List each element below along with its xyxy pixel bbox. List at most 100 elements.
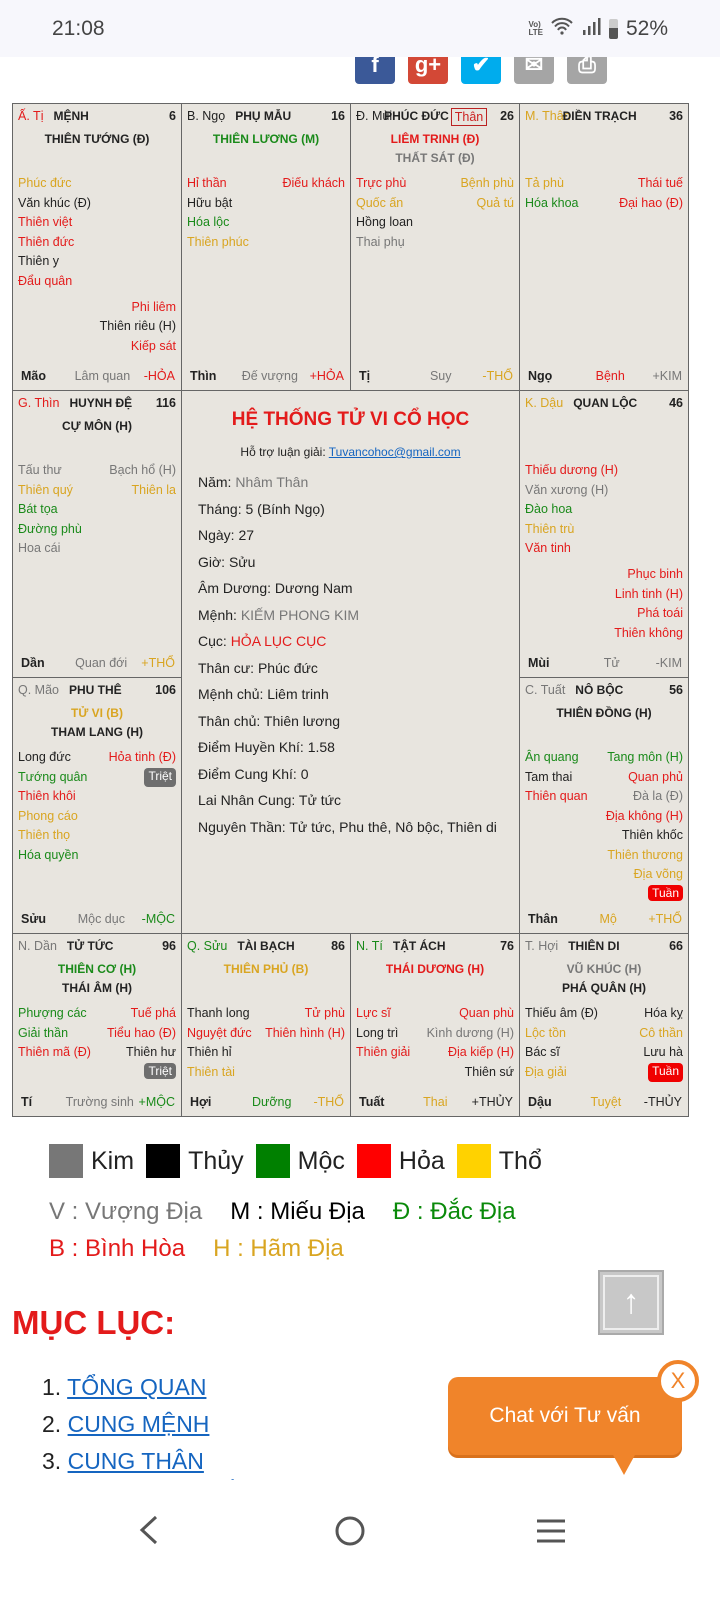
palace-huynh-đệ[interactable]: G. Thìn HUYNH ĐỆ 116 CỰ MÔN (H) Tấu thư Bạch … bbox=[13, 391, 181, 677]
star: Lộc tồn bbox=[525, 1025, 567, 1040]
star: Tả phù bbox=[525, 176, 564, 190]
major-stars: VŨ KHÚC (H) PHÁ QUÂN (H) bbox=[520, 960, 688, 998]
info-line: Năm: Nhâm Thân bbox=[198, 469, 497, 496]
palace-tử-tức[interactable]: N. Dần TỬ TỨC 96 THIÊN CƠ (H) THÁI ÂM (H) Phư… bbox=[13, 934, 181, 1116]
element: +KIM bbox=[652, 369, 682, 383]
star: Trực phù bbox=[356, 176, 407, 190]
back-icon[interactable] bbox=[136, 1514, 162, 1546]
palace-phu-thê[interactable]: Q. Mão PHU THÊ 106 TỬ VI (B) THAM LANG (H) Lo… bbox=[13, 678, 181, 933]
element: -THỦY bbox=[643, 1095, 682, 1109]
info-label: Thân cư: Phúc đức bbox=[198, 659, 318, 676]
support-line: Hỗ trợ luận giải: Tuvancohoc@gmail.com bbox=[182, 445, 519, 459]
star-row: Thiên quan Đà la (Đ) bbox=[525, 787, 683, 807]
info-line: Âm Dương: Dương Nam bbox=[198, 575, 497, 602]
palace-tài-bạch[interactable]: Q. Sửu TÀI BẠCH 86 THIÊN PHỦ (B) Thanh long T… bbox=[182, 934, 350, 1116]
star: Lưu hà bbox=[643, 1045, 683, 1059]
star: Kình dương (H) bbox=[426, 1025, 514, 1040]
support-email-link[interactable]: Tuvancohoc@gmail.com bbox=[328, 445, 461, 459]
home-icon[interactable] bbox=[334, 1515, 366, 1547]
star-row: Địa võng bbox=[525, 865, 683, 885]
star: Thái tuế bbox=[637, 176, 683, 190]
life-stage: Trường sinh bbox=[65, 1095, 134, 1109]
toc-link[interactable]: CUNG MỆNH bbox=[67, 1411, 210, 1437]
major-star: THIÊN LƯƠNG (M) bbox=[212, 132, 320, 146]
palace-nô-bộc[interactable]: C. Tuất NÔ BỘC 56 THIÊN ĐỒNG (H) Ân quang Tan… bbox=[520, 678, 688, 933]
support-label: Hỗ trợ luận giải: bbox=[240, 445, 329, 459]
palace-header: Ấ. Tị MỆNH 6 bbox=[18, 108, 176, 124]
star: Thiên riêu (H) bbox=[99, 319, 176, 333]
star-row: Thiên đức bbox=[18, 233, 176, 253]
star-row: Lộc tồn Cô thần bbox=[525, 1024, 683, 1044]
lower-stars: Phục binh Linh tinh (H) Phá toái Thiên khôn… bbox=[614, 565, 683, 643]
palace-phúc-đức[interactable]: Đ. Mùi PHÚC ĐỨC Thân 26 LIÊM TRINH (Đ) THẤT S… bbox=[351, 104, 519, 390]
star: Địa giải bbox=[525, 1064, 567, 1079]
star-row: Đường phù bbox=[18, 520, 176, 540]
toc-link[interactable]: CUNG THÂN bbox=[67, 1448, 204, 1474]
star: Địa không (H) bbox=[605, 808, 683, 823]
palace-mệnh[interactable]: Ấ. Tị MỆNH 6 THIÊN TƯỚNG (Đ) Phúc đức Văn khú… bbox=[13, 104, 181, 390]
minor-stars: Hỉ thần Điếu khách Hữu bật Hóa lộc Thiên phú… bbox=[187, 174, 345, 252]
palace-phụ-mẫu[interactable]: B. Ngọ PHỤ MẪU 16 THIÊN LƯƠNG (M) Hỉ thần Điế… bbox=[182, 104, 350, 390]
palace-name: QUAN LỘC bbox=[573, 396, 638, 410]
info-line: Giờ: Sửu bbox=[198, 549, 497, 576]
info-label: Tháng: 5 (Bính Ngọ) bbox=[198, 500, 325, 517]
palace-can-chi: C. Tuất bbox=[525, 683, 566, 697]
chat-button[interactable]: Chat với Tư vấn bbox=[448, 1377, 682, 1455]
palace-header: Đ. Mùi PHÚC ĐỨC Thân 26 bbox=[356, 108, 514, 126]
legend-label: Hỏa bbox=[398, 1146, 445, 1175]
palace-number: 116 bbox=[155, 396, 176, 410]
palace-name: NÔ BỘC bbox=[575, 683, 624, 697]
minor-stars: Thiếu âm (Đ) Hóa kỵ Lộc tồn Cô thần Bác sĩ Lư… bbox=[525, 1004, 683, 1082]
star-row: Thiên thọ bbox=[18, 826, 176, 846]
star-row: Đẩu quân bbox=[18, 272, 176, 292]
info-value: Nhâm Thân bbox=[235, 474, 309, 490]
toc-item: 2. CUNG MỆNH bbox=[42, 1411, 210, 1437]
palace-name: HUYNH ĐỆ bbox=[69, 396, 133, 410]
star: Thiên khôi bbox=[18, 789, 76, 803]
star-row: Địa không (H) bbox=[525, 807, 683, 827]
minor-stars: Thanh long Tử phù Nguyệt đức Thiên hình (H)… bbox=[187, 1004, 345, 1082]
legend-swatch bbox=[456, 1144, 491, 1178]
info-label: Nguyên Thần: Tử tức, Phu thê, Nô bộc, Th… bbox=[198, 818, 497, 835]
palace-điền-trạch[interactable]: M. Thân ĐIỀN TRẠCH 36 Tả phù Thái tuế Hóa kho… bbox=[520, 104, 688, 390]
palace-thiên-di[interactable]: T. Hợi THIÊN DI 66 VŨ KHÚC (H) PHÁ QUÂN (H) T… bbox=[520, 934, 688, 1116]
star: Đà la (Đ) bbox=[632, 789, 683, 803]
palace-header: G. Thìn HUYNH ĐỆ 116 bbox=[18, 395, 176, 411]
star: Thiên đức bbox=[18, 234, 75, 249]
scroll-to-top-button[interactable]: ↑ bbox=[598, 1270, 664, 1335]
branch: Dần bbox=[21, 656, 45, 670]
info-line: Nguyên Thần: Tử tức, Phu thê, Nô bộc, Th… bbox=[198, 814, 497, 841]
star-row: Quốc ấn Quả tú bbox=[356, 194, 514, 214]
star: Hồng loan bbox=[356, 215, 413, 229]
star: Quan phủ bbox=[628, 769, 683, 784]
star: Giải thần bbox=[18, 1025, 69, 1040]
palace-name: TỬ TỨC bbox=[66, 939, 114, 953]
star: Điếu khách bbox=[282, 176, 345, 190]
star: Quốc ấn bbox=[356, 195, 404, 210]
strength-label: Đ : Đắc Địa bbox=[392, 1198, 516, 1225]
star-row: Trực phù Bệnh phù bbox=[356, 174, 514, 194]
star-row: Văn xương (H) bbox=[525, 481, 683, 501]
star: Hỏa tinh (Đ) bbox=[108, 750, 176, 764]
element: -MỘC bbox=[141, 912, 175, 926]
palace-quan-lộc[interactable]: K. Dậu QUAN LỘC 46 Thiếu dương (H) Văn xương… bbox=[520, 391, 688, 677]
mail-icon: ✉ bbox=[524, 52, 544, 77]
recent-apps-icon[interactable] bbox=[535, 1518, 567, 1544]
legend-swatch bbox=[49, 1144, 83, 1178]
chat-bubble-tail bbox=[612, 1453, 636, 1475]
android-nav-bar bbox=[0, 1480, 720, 1612]
star: Thiên phúc bbox=[187, 234, 249, 249]
palace-footer: Dậu Tuyệt -THỦY bbox=[528, 1094, 682, 1110]
toc-link[interactable]: TỔNG QUAN bbox=[67, 1374, 207, 1400]
minor-stars: Ân quang Tang môn (H) Tam thai Quan phủ Thiê… bbox=[525, 748, 683, 901]
palace-header: Q. Sửu TÀI BẠCH 86 bbox=[187, 938, 345, 954]
star: Kiếp sát bbox=[130, 338, 176, 353]
star: Quả tú bbox=[476, 195, 514, 210]
legend-swatch bbox=[356, 1144, 391, 1178]
palace-can-chi: Đ. Mùi bbox=[356, 109, 393, 123]
info-line: Thân chủ: Thiên lương bbox=[198, 708, 497, 735]
palace-number: 36 bbox=[669, 109, 683, 123]
chat-close-button[interactable]: X bbox=[657, 1360, 699, 1402]
palace-tật-ách[interactable]: N. Tí TẬT ÁCH 76 THÁI DƯƠNG (H) Lực sĩ Quan p… bbox=[351, 934, 519, 1116]
twitter-share-button[interactable]: ✔ bbox=[461, 44, 501, 84]
